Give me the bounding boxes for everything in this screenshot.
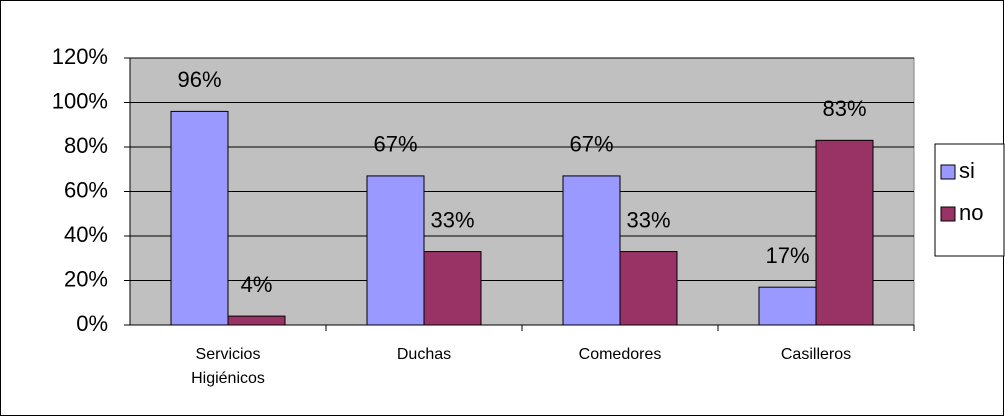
data-label: 17%	[765, 243, 809, 268]
data-label: 96%	[177, 67, 221, 92]
data-label: 67%	[569, 132, 613, 157]
data-label: 67%	[373, 132, 417, 157]
legend-label: no	[959, 200, 983, 225]
y-tick-label: 0%	[76, 311, 108, 336]
bar	[562, 175, 621, 326]
legend-swatch	[940, 206, 956, 222]
y-tick-label: 40%	[64, 222, 108, 247]
x-tick-label: Casilleros	[781, 346, 851, 363]
bar	[227, 315, 286, 326]
x-tick-label: Servicios Higiénicos	[191, 346, 265, 387]
bar	[758, 286, 817, 326]
data-label: 33%	[430, 207, 474, 232]
y-tick-label: 20%	[64, 266, 108, 291]
bar	[619, 251, 678, 326]
bar	[423, 251, 482, 326]
data-label: 33%	[626, 207, 670, 232]
legend-label: si	[959, 158, 975, 183]
x-tick-label: Duchas	[397, 346, 451, 363]
y-tick-label: 100%	[52, 88, 108, 113]
y-tick-label: 60%	[64, 177, 108, 202]
bar	[366, 175, 425, 326]
bar	[815, 139, 874, 326]
legend-swatch	[940, 164, 956, 180]
legend-box	[934, 143, 1005, 257]
y-tick-label: 80%	[64, 133, 108, 158]
data-label: 4%	[241, 272, 273, 297]
x-tick-label: Comedores	[579, 346, 662, 363]
data-label: 83%	[822, 96, 866, 121]
y-tick-label: 120%	[52, 44, 108, 69]
bar	[170, 110, 229, 326]
